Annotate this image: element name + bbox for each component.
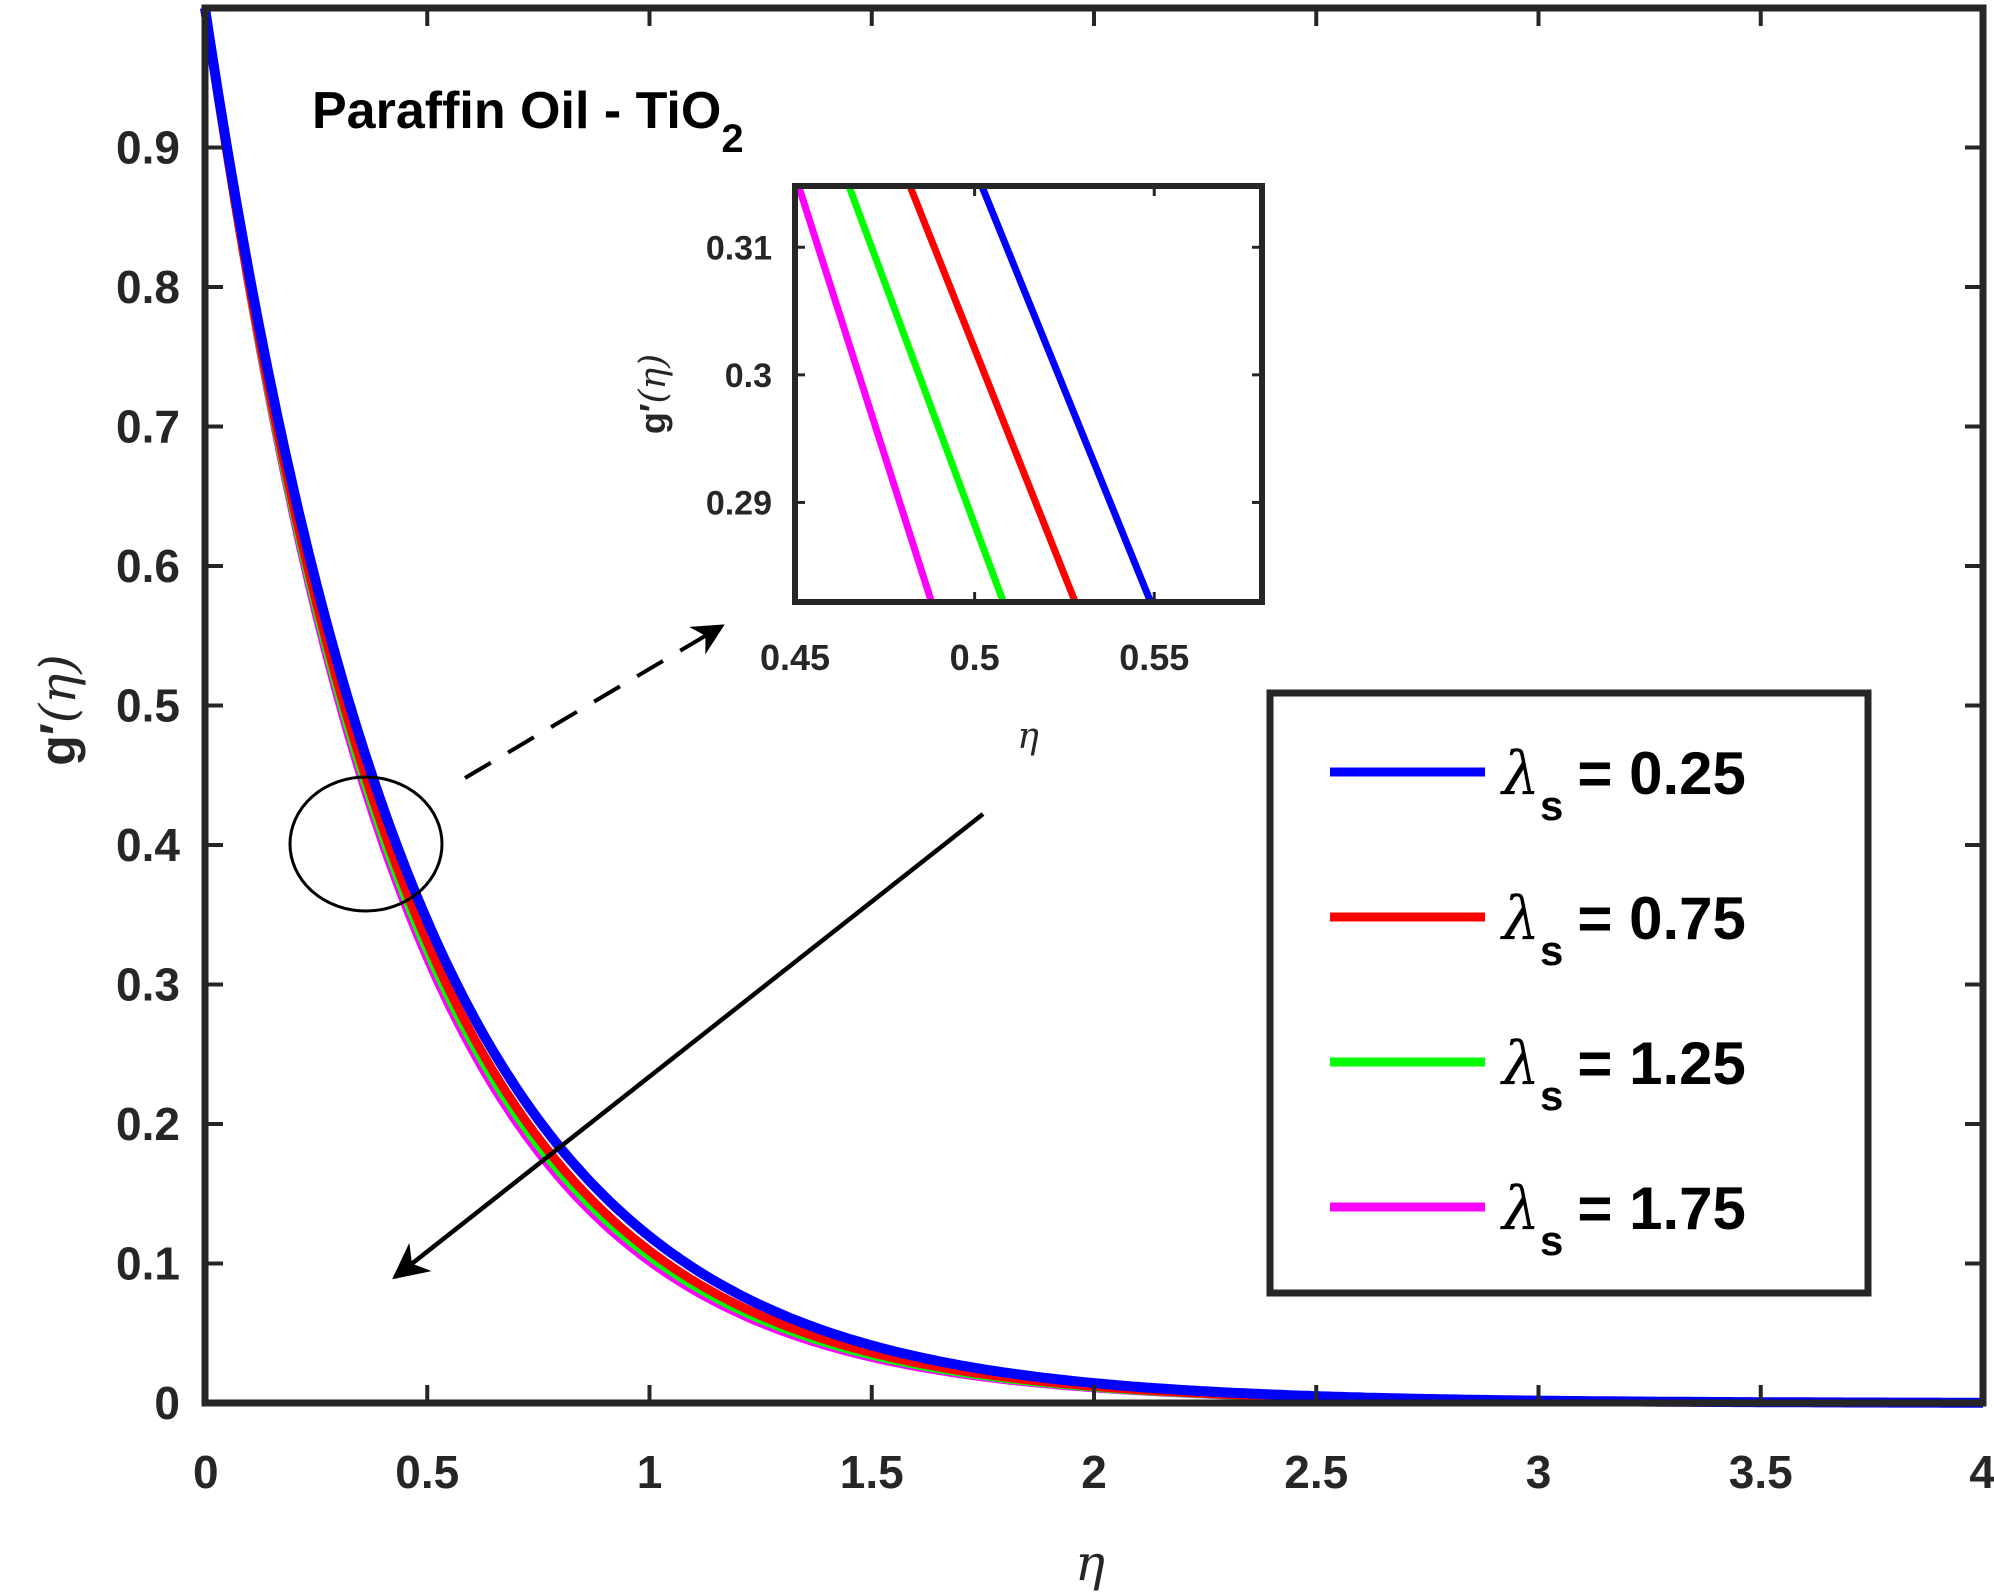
legend-value: = 0.25 bbox=[1577, 740, 1746, 807]
y-tick-label: 0.3 bbox=[116, 959, 180, 1011]
y-tick-label: 0.1 bbox=[116, 1238, 180, 1290]
inset-x-tick-label: 0.45 bbox=[760, 637, 830, 678]
inset-frame bbox=[792, 183, 1265, 605]
y-tick-label: 0.7 bbox=[116, 401, 180, 453]
x-tick-label: 2 bbox=[1081, 1446, 1107, 1498]
legend-box bbox=[1266, 689, 1872, 1297]
fluid-annotation: Paraffin Oil - TiO2 bbox=[312, 82, 744, 161]
y-axis-label-arg: (η) bbox=[29, 654, 87, 723]
legend-subscript: s bbox=[1540, 1217, 1563, 1264]
svg-text:g′(η): g′(η) bbox=[29, 654, 87, 766]
x-tick-label: 1 bbox=[637, 1446, 663, 1498]
legend-value: = 1.75 bbox=[1577, 1175, 1746, 1242]
inset-axes-ticks: 0.45 0.5 0.55 0.29 0.3 0.31 bbox=[706, 186, 1262, 678]
legend-subscript: s bbox=[1540, 782, 1563, 829]
fluid-annotation-main: Paraffin Oil - TiO bbox=[312, 82, 721, 140]
inset-y-axis-label-arg: (η) bbox=[633, 354, 674, 404]
y-tick-label: 0.8 bbox=[116, 261, 180, 313]
legend-subscript: s bbox=[1540, 1072, 1563, 1119]
x-tick-label: 1.5 bbox=[840, 1446, 904, 1498]
y-tick-label: 0.2 bbox=[116, 1098, 180, 1150]
inset-y-axis-label-prefix: g bbox=[632, 412, 673, 434]
main-axes-ticks: 0 0.5 1 1.5 2 2.5 3 3.5 4 0 0.1 0.2 0.3 0.4 0.5 0.6 0.7 0… bbox=[116, 8, 1994, 1498]
inset-y-axis-label: g′(η) bbox=[632, 354, 674, 434]
fluid-annotation-subscript: 2 bbox=[721, 117, 743, 161]
legend-symbol: λ bbox=[1500, 1029, 1540, 1099]
trend-arrow bbox=[392, 812, 985, 1280]
inset-y-tick-label: 0.31 bbox=[706, 229, 772, 267]
y-axis-label-prime: ′ bbox=[30, 723, 86, 735]
legend-subscript: s bbox=[1540, 927, 1563, 974]
y-axis-label: g′(η) bbox=[29, 654, 87, 766]
inset-x-tick-label: 0.5 bbox=[950, 637, 1000, 678]
x-tick-label: 2.5 bbox=[1284, 1446, 1348, 1498]
inset-series-line-4 bbox=[795, 184, 935, 604]
x-tick-label: 3.5 bbox=[1729, 1446, 1793, 1498]
legend-label-2: λs = 0.75 bbox=[1500, 884, 1746, 974]
inset-x-axis-label: η bbox=[1017, 716, 1039, 757]
x-tick-label: 3 bbox=[1526, 1446, 1552, 1498]
legend-label-3: λs = 1.25 bbox=[1500, 1029, 1746, 1119]
inset-series-line-2 bbox=[906, 184, 1079, 604]
legend-symbol: λ bbox=[1500, 1174, 1540, 1244]
y-tick-label: 0.4 bbox=[116, 819, 180, 871]
x-tick-label: 4 bbox=[1969, 1446, 1994, 1498]
inset-series-line-3 bbox=[845, 184, 1007, 604]
legend-symbol: λ bbox=[1500, 884, 1540, 954]
y-tick-label: 0.9 bbox=[116, 122, 180, 174]
zoom-region-ellipse bbox=[288, 775, 444, 913]
y-tick-label: 0.6 bbox=[116, 540, 180, 592]
inset-y-axis-label-prime: ′ bbox=[632, 404, 673, 413]
legend-label-1: λs = 0.25 bbox=[1500, 739, 1746, 829]
inset-y-tick-label: 0.3 bbox=[725, 357, 772, 395]
svg-text:g′(η): g′(η) bbox=[632, 354, 674, 434]
y-tick-label: 0 bbox=[154, 1377, 180, 1429]
zoom-dashed-arrow bbox=[463, 624, 725, 780]
x-tick-label: 0.5 bbox=[395, 1446, 459, 1498]
y-axis-label-prefix: g bbox=[30, 735, 86, 766]
y-tick-label: 0.5 bbox=[116, 680, 180, 732]
inset-series-line-1 bbox=[978, 184, 1154, 604]
inset-y-tick-label: 0.29 bbox=[706, 484, 772, 522]
legend-value: = 1.25 bbox=[1577, 1030, 1746, 1097]
inset-series bbox=[795, 184, 1154, 604]
legend-label-4: λs = 1.75 bbox=[1500, 1174, 1746, 1264]
x-tick-label: 0 bbox=[193, 1446, 219, 1498]
inset-x-tick-label: 0.55 bbox=[1119, 637, 1189, 678]
legend-symbol: λ bbox=[1500, 739, 1540, 809]
legend-value: = 0.75 bbox=[1577, 885, 1746, 952]
x-axis-label: η bbox=[1075, 1534, 1105, 1592]
